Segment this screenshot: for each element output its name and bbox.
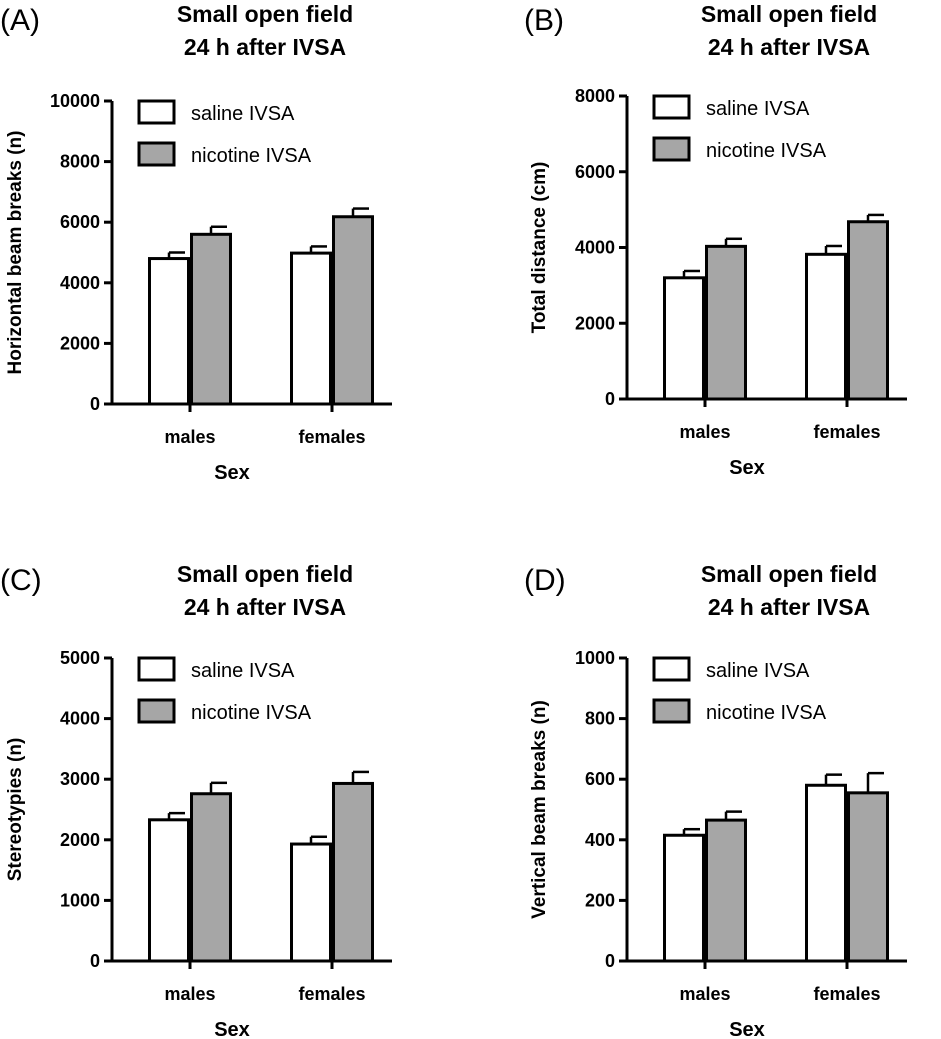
bar-saline-ivsa-females	[290, 251, 332, 406]
x-category-label: males	[679, 422, 730, 442]
bar-saline-ivsa-males	[663, 833, 705, 963]
y-tick-label: 0	[90, 394, 100, 414]
y-tick-label: 0	[90, 951, 100, 971]
x-category-label: females	[813, 984, 880, 1004]
panel-label: (A)	[0, 4, 40, 37]
x-category-label: males	[679, 984, 730, 1004]
chart-title-line-1: Small open field	[177, 561, 353, 587]
legend-swatch-1	[137, 141, 176, 167]
bar-nicotine-ivsa-females	[847, 220, 889, 401]
legend-swatch-0	[652, 656, 691, 682]
bar-nicotine-ivsa-males	[190, 792, 232, 963]
chart-panel-1: (A) Small open field 24 h after IVSA 0 2000 4…	[0, 1, 392, 484]
legend-label: nicotine IVSA	[191, 145, 312, 167]
legend-label: saline IVSA	[191, 660, 295, 682]
bar-saline-ivsa-males	[148, 818, 190, 963]
panel-label: (B)	[524, 4, 564, 37]
y-tick-label: 5000	[60, 648, 100, 668]
chart-title-line-2: 24 h after IVSA	[184, 594, 346, 620]
x-axis-label: Sex	[214, 462, 250, 484]
bar-saline-ivsa-males	[148, 257, 190, 406]
bar-saline-ivsa-males	[663, 276, 705, 401]
legend-label: nicotine IVSA	[191, 702, 312, 724]
legend-label: saline IVSA	[706, 660, 810, 682]
y-tick-label: 800	[585, 709, 615, 729]
bar-nicotine-ivsa-males	[190, 232, 232, 406]
bar-saline-ivsa-females	[290, 842, 332, 963]
legend-label: nicotine IVSA	[706, 702, 827, 724]
panel-label: (D)	[524, 564, 566, 597]
bar-nicotine-ivsa-females	[332, 215, 374, 406]
bar-saline-ivsa-females	[805, 783, 847, 963]
x-category-label: females	[813, 422, 880, 442]
chart-title-line-2: 24 h after IVSA	[708, 594, 870, 620]
x-axis-label: Sex	[214, 1019, 250, 1039]
y-tick-label: 4000	[575, 238, 615, 258]
x-category-label: males	[164, 427, 215, 447]
y-tick-label: 8000	[575, 86, 615, 106]
y-tick-label: 1000	[60, 890, 100, 910]
y-axis-label: Total distance (cm)	[529, 162, 550, 334]
chart-title-line-1: Small open field	[701, 1, 877, 27]
y-tick-label: 6000	[575, 162, 615, 182]
legend-swatch-0	[137, 656, 176, 682]
chart-panel-4: (D) Small open field 24 h after IVSA 0 200 40…	[524, 561, 907, 1039]
y-tick-label: 0	[605, 389, 615, 409]
y-tick-label: 10000	[50, 91, 100, 111]
y-axis-label: Horizontal beam breaks (n)	[5, 131, 26, 375]
x-category-label: males	[164, 984, 215, 1004]
y-tick-label: 0	[605, 951, 615, 971]
bar-nicotine-ivsa-males	[705, 244, 747, 401]
y-axis-label: Stereotypies (n)	[5, 738, 26, 882]
legend-swatch-1	[137, 698, 176, 724]
chart-title-line-2: 24 h after IVSA	[708, 34, 870, 60]
legend-label: saline IVSA	[191, 103, 295, 125]
y-tick-label: 8000	[60, 152, 100, 172]
y-tick-label: 2000	[575, 313, 615, 333]
y-tick-label: 3000	[60, 769, 100, 789]
y-tick-label: 6000	[60, 212, 100, 232]
x-axis-label: Sex	[729, 1019, 765, 1039]
y-tick-label: 400	[585, 830, 615, 850]
y-tick-label: 600	[585, 769, 615, 789]
legend-label: nicotine IVSA	[706, 140, 827, 162]
chart-title-line-2: 24 h after IVSA	[184, 34, 346, 60]
bar-nicotine-ivsa-females	[332, 781, 374, 963]
chart-panel-2: (B) Small open field 24 h after IVSA 0 2000 4…	[524, 1, 907, 479]
legend-swatch-0	[652, 94, 691, 120]
bar-nicotine-ivsa-males	[705, 818, 747, 963]
bar-saline-ivsa-females	[805, 252, 847, 401]
legend-swatch-1	[652, 136, 691, 162]
y-tick-label: 200	[585, 890, 615, 910]
y-tick-label: 2000	[60, 333, 100, 353]
chart-panel-3: (C) Small open field 24 h after IVSA 0 1000 2…	[0, 561, 392, 1039]
legend-label: saline IVSA	[706, 98, 810, 120]
y-tick-label: 4000	[60, 273, 100, 293]
y-tick-label: 4000	[60, 709, 100, 729]
chart-title-line-1: Small open field	[701, 561, 877, 587]
chart-title-line-1: Small open field	[177, 1, 353, 27]
bar-nicotine-ivsa-females	[847, 791, 889, 963]
panel-label: (C)	[0, 564, 42, 597]
legend-swatch-1	[652, 698, 691, 724]
y-axis-label: Vertical beam breaks (n)	[529, 700, 550, 919]
x-category-label: females	[298, 427, 365, 447]
x-axis-label: Sex	[729, 457, 765, 479]
legend-swatch-0	[137, 99, 176, 125]
y-tick-label: 2000	[60, 830, 100, 850]
x-category-label: females	[298, 984, 365, 1004]
y-tick-label: 1000	[575, 648, 615, 668]
